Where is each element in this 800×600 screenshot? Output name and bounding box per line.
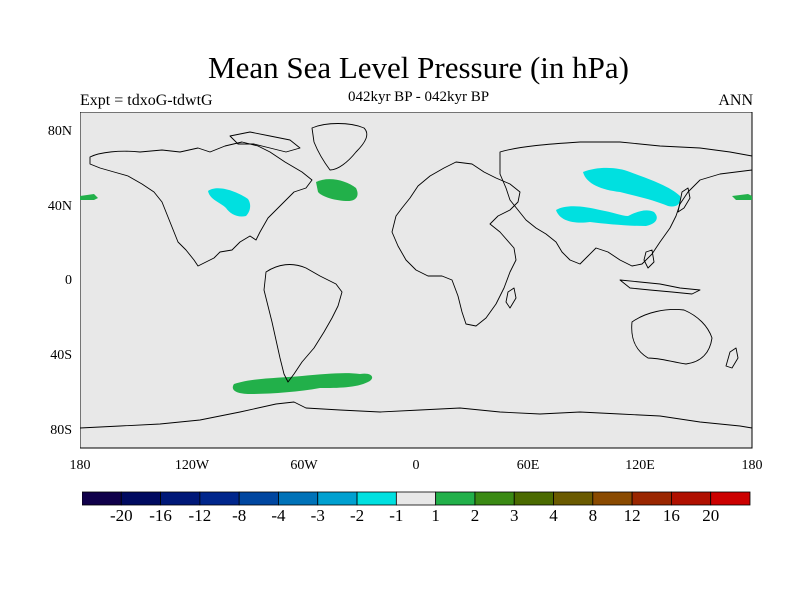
colorbar-label-n12: -12 [188,506,212,525]
colorbar-label-p4: 4 [549,506,558,525]
colorbar-label-n20: -20 [109,506,133,525]
colorbar-box [120,491,161,506]
lat-tick-80s: 80S [50,423,72,438]
colorbar-box [435,491,476,506]
anomaly-siberia-low [583,167,681,207]
greenland-coast [311,123,368,171]
colorbar-box [278,491,319,506]
arctic-islands-coast [229,131,301,153]
colorbar-box [82,491,122,506]
colorbar-label-p12: 12 [623,506,641,525]
colorbar-label-p16: 16 [662,506,680,525]
colorbar-label-n4: -4 [271,506,286,525]
lon-tick-60e: 60E [516,458,540,473]
north-america-coast [89,141,313,267]
lat-tick-40n: 40N [47,199,72,214]
colorbar-box [199,491,240,506]
colorbar-box [710,491,751,506]
colorbar-box [592,491,633,506]
colorbar-label-n2: -2 [349,506,365,525]
japan-coast [677,187,691,213]
colorbar-box [631,491,672,506]
colorbar-label-n1: -1 [389,506,404,525]
anomaly-east-pacific-high [732,194,752,200]
antarctica-coast [80,401,753,429]
lon-tick-180w: 180 [69,458,91,473]
asia-coast [499,141,753,267]
colorbar-box [160,491,201,506]
lon-tick-120e: 120E [625,458,655,473]
colorbar-label-p8: 8 [588,506,598,525]
anomaly-central-asia-low [556,206,657,226]
lon-tick-60w: 60W [290,458,318,473]
colorbar-label-p3: 3 [509,506,519,525]
colorbar-box [395,491,437,506]
lat-tick-80n: 80N [47,124,72,139]
philippines-coast [643,249,655,269]
season-label: ANN [718,92,753,109]
anomaly-southern-ocean-high [232,373,373,394]
chart-subtitle: 042kyr BP - 042kyr BP [347,89,490,105]
experiment-label: Expt = tdxoG-tdwtG [80,92,213,109]
anomaly-north-atlantic-high [316,179,358,201]
colorbar-box [474,491,515,506]
chart-title: Mean Sea Level Pressure (in hPa) [208,50,629,85]
south-america-coast [263,264,343,383]
lat-tick-0: 0 [65,273,72,288]
colorbar-box [513,491,554,506]
colorbar [82,491,751,506]
colorbar-label-n16: -16 [149,506,172,525]
colorbar-label-p2: 2 [470,506,480,525]
australia-coast [631,309,713,365]
colorbar-box [553,491,594,506]
world-map [80,112,753,449]
anomaly-west-pacific-high [80,194,98,200]
colorbar-box [238,491,279,506]
madagascar-coast [505,287,517,309]
colorbar-label-p20: 20 [702,506,720,525]
colorbar-label-p1: 1 [431,506,440,525]
lon-tick-0: 0 [412,458,420,473]
colorbar-label-n3: -3 [310,506,325,525]
anomaly-north-america-low [208,188,251,217]
lon-tick-180e: 180 [741,458,763,473]
colorbar-label-n8: -8 [232,506,247,525]
europe-africa-coast [391,161,521,327]
map-background [80,112,753,449]
colorbar-box [356,491,397,506]
new-zealand-coast [725,347,739,369]
lat-tick-40s: 40S [50,348,72,363]
colorbar-box [671,491,712,506]
colorbar-box [317,491,358,506]
maritime-continent-coast [619,279,701,295]
lon-tick-120w: 120W [174,458,210,473]
